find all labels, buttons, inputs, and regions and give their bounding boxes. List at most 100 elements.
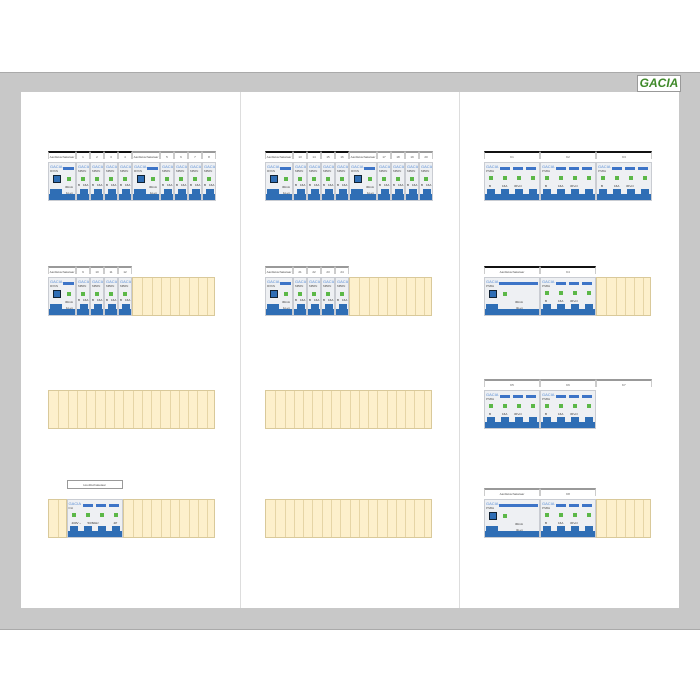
- mcb-module[interactable]: GACIAMB6NB16A1p+n: [307, 162, 321, 201]
- mcb-module[interactable]: GACIAMB6NB16A1p+n: [202, 162, 216, 201]
- mcb-module[interactable]: GACIAMB6NB16A1p+n: [307, 277, 321, 316]
- main-module[interactable]: GACIA DH 400V ~ 50/60Hz 4P: [66, 499, 123, 538]
- circuit-label[interactable]: 15: [321, 151, 335, 159]
- circuit-label[interactable]: 24: [335, 266, 349, 274]
- toggle-handle: [164, 189, 172, 196]
- din-rail: Aardlekschakelaar GACIA RX6N 30mA 1p+n 13 GACI…: [265, 151, 433, 201]
- mcb-module[interactable]: GACIAMB6NB16A1p+n: [90, 277, 104, 316]
- slot-divider: [634, 278, 636, 315]
- rcd-module[interactable]: GACIA RX6N 30mA 1p+n: [349, 162, 377, 201]
- din-rail-bar: [485, 309, 539, 315]
- circuit-label[interactable]: Aardlekschakelaar: [484, 488, 540, 496]
- din-rail-bar: [541, 422, 595, 428]
- rcd4-module[interactable]: GACIA PSBH 30mA 3p+n: [484, 277, 540, 316]
- circuit-label[interactable]: Hoofdschakelaar: [66, 480, 123, 489]
- circuit-label[interactable]: K2: [540, 151, 596, 159]
- mcb-module[interactable]: GACIAMB6NB16A1p+n: [76, 277, 90, 316]
- circuit-label[interactable]: K4: [540, 266, 596, 274]
- circuit-label[interactable]: K6: [540, 379, 596, 387]
- rcbo4-module[interactable]: GACIA PSBH B 16A 3P+N: [484, 390, 540, 429]
- circuit-label[interactable]: 4: [118, 151, 132, 159]
- mcb-module[interactable]: GACIAMB6NB16A1p+n: [188, 162, 202, 201]
- mcb-module[interactable]: GACIAMB6NB16A1p+n: [118, 277, 132, 316]
- circuit-label[interactable]: K3: [596, 151, 652, 159]
- module-type: MB6N: [337, 284, 346, 288]
- mcb-module[interactable]: GACIAMB6NB16A1p+n: [76, 162, 90, 201]
- circuit-label[interactable]: 9: [76, 266, 90, 274]
- mcb-module[interactable]: GACIAMB6NB16A1p+n: [293, 162, 307, 201]
- rcd-module[interactable]: GACIA RX6N 30mA 1p+n: [132, 162, 160, 201]
- rcd-module[interactable]: GACIA RX6N 30mA 1p+n: [265, 162, 293, 201]
- rcbo4-module[interactable]: GACIA PSBH B 16A 3P+N: [540, 162, 596, 201]
- mcb-module[interactable]: GACIAMB6NB16A1p+n: [405, 162, 419, 201]
- mcb-module[interactable]: GACIAMB6NB16A1p+n: [335, 162, 349, 201]
- brand-label: GACIA: [323, 279, 335, 284]
- circuit-label[interactable]: Aardlekschakelaar: [484, 266, 540, 274]
- rcbo4-module[interactable]: GACIA PSBH B 16A 3P+N: [484, 162, 540, 201]
- rcbo4-module[interactable]: GACIA PSBH B 16A 3P+N: [596, 162, 652, 201]
- circuit-label[interactable]: 19: [405, 151, 419, 159]
- circuit-label[interactable]: K8: [540, 488, 596, 496]
- circuit-label[interactable]: 11: [104, 266, 118, 274]
- circuit-label[interactable]: 20: [419, 151, 433, 159]
- mcb-module[interactable]: GACIAMB6NB16A1p+n: [377, 162, 391, 201]
- circuit-label[interactable]: 17: [377, 151, 391, 159]
- circuit-label[interactable]: 12: [118, 266, 132, 274]
- slot-divider: [405, 391, 407, 428]
- circuit-label[interactable]: Aardlekschakelaar: [132, 151, 160, 159]
- rcd-module[interactable]: GACIA RX6N 30mA 1p+n: [265, 277, 293, 316]
- circuit-label[interactable]: Aardlekschakelaar: [48, 151, 76, 159]
- circuit-label[interactable]: 10: [90, 266, 104, 274]
- mcb-module[interactable]: GACIAMB6NB16A1p+n: [321, 162, 335, 201]
- circuit-label[interactable]: K5: [484, 379, 540, 387]
- module-type: PSBH: [542, 284, 551, 288]
- rcd-module[interactable]: GACIA RX6N 30mA 1p+n: [48, 277, 76, 316]
- mcb-module[interactable]: GACIAMB6NB16A1p+n: [160, 162, 174, 201]
- circuit-label[interactable]: K1: [484, 151, 540, 159]
- circuit-label[interactable]: 23: [321, 266, 335, 274]
- circuit-label[interactable]: Aardlekschakelaar: [48, 266, 76, 274]
- rcbo4-module[interactable]: GACIA PSBH B 16A 3P+N: [540, 499, 596, 538]
- circuit-label[interactable]: 21: [293, 266, 307, 274]
- slot-divider: [359, 278, 361, 315]
- mcb-module[interactable]: GACIAMB6NB16A1p+n: [174, 162, 188, 201]
- circuit-label[interactable]: 2: [90, 151, 104, 159]
- circuit-label[interactable]: 6: [174, 151, 188, 159]
- din-rail: [48, 379, 215, 429]
- mcb-module[interactable]: GACIAMB6NB16A1p+n: [104, 277, 118, 316]
- circuit-label[interactable]: 3: [104, 151, 118, 159]
- mcb-module[interactable]: GACIAMB6NB16A1p+n: [104, 162, 118, 201]
- mcb-module[interactable]: GACIAMB6NB16A1p+n: [335, 277, 349, 316]
- circuit-label[interactable]: 13: [293, 151, 307, 159]
- mcb-module[interactable]: GACIAMB6NB16A1p+n: [419, 162, 433, 201]
- circuit-label[interactable]: 18: [391, 151, 405, 159]
- circuit-label[interactable]: 5: [160, 151, 174, 159]
- poles-label: 1p+n: [66, 306, 73, 310]
- mcb-module[interactable]: GACIAMB6NB16A1p+n: [293, 277, 307, 316]
- mcb-module[interactable]: GACIAMB6NB16A1p+n: [391, 162, 405, 201]
- rcbo4-module[interactable]: GACIA PSBH B 16A 3P+N: [540, 277, 596, 316]
- poles-label: 3p+n: [516, 306, 523, 310]
- mcb-module[interactable]: GACIAMB6NB16A1p+n: [90, 162, 104, 201]
- toggle-handle: [267, 304, 279, 311]
- mcb-module[interactable]: GACIAMB6NB16A1p+n: [118, 162, 132, 201]
- circuit-label[interactable]: 1: [76, 151, 90, 159]
- circuit-label[interactable]: 22: [307, 266, 321, 274]
- circuit-label[interactable]: 7: [188, 151, 202, 159]
- circuit-label[interactable]: Aardlekschakelaar: [265, 266, 293, 274]
- circuit-label[interactable]: Aardlekschakelaar: [265, 151, 293, 159]
- circuit-label[interactable]: 16: [335, 151, 349, 159]
- module-type: DH: [68, 506, 73, 510]
- rcbo4-module[interactable]: GACIA PSBH B 16A 3P+N: [540, 390, 596, 429]
- circuit-label[interactable]: 14: [307, 151, 321, 159]
- rcd-module[interactable]: GACIA RX6N 30mA 1p+n: [48, 162, 76, 201]
- toggle-handle: [122, 304, 130, 311]
- status-led: [559, 513, 563, 517]
- rcd4-module[interactable]: GACIA PSBH 30mA 3p+n: [484, 499, 540, 538]
- status-led: [503, 514, 507, 518]
- din-rail-bar: [49, 194, 75, 200]
- circuit-label[interactable]: Aardlekschakelaar: [349, 151, 377, 159]
- mcb-module[interactable]: GACIAMB6NB16A1p+n: [321, 277, 335, 316]
- circuit-label[interactable]: 8: [202, 151, 216, 159]
- circuit-label[interactable]: K7: [596, 379, 652, 387]
